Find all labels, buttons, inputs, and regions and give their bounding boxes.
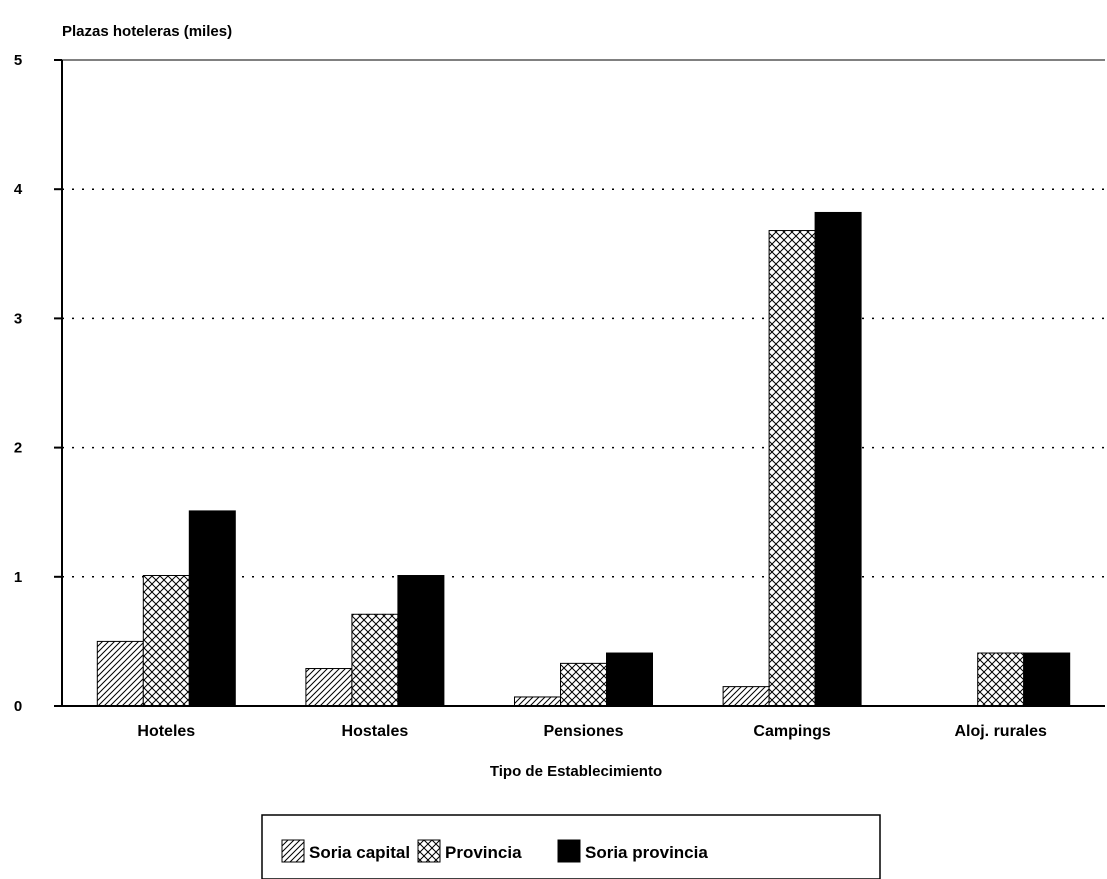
bar: [560, 662, 607, 707]
legend: Soria capital Provincia Soria provincia: [261, 814, 881, 879]
bar: [188, 510, 236, 707]
x-axis-label: Tipo de Establecimiento: [490, 763, 662, 780]
x-tick-label: Aloj. rurales: [954, 723, 1047, 740]
legend-swatch: [281, 839, 305, 863]
bar: [96, 640, 144, 707]
legend-swatch: [417, 839, 441, 863]
y-tick-label: 4: [14, 181, 23, 198]
x-tick-labels: Hoteles Hostales Pensiones Campings Aloj. ru…: [137, 723, 1047, 740]
legend-label: Soria capital: [309, 843, 410, 862]
gridlines: [54, 59, 1105, 707]
y-tick-label: 2: [14, 440, 22, 457]
y-tick-label: 3: [14, 310, 22, 327]
legend-label: Soria provincia: [585, 843, 708, 862]
bar: [514, 696, 561, 707]
y-tick-label: 0: [14, 698, 22, 715]
bar: [814, 211, 862, 707]
bars: [96, 211, 1071, 707]
y-axis-label: Plazas hoteleras (miles): [62, 23, 232, 40]
bar: [768, 230, 816, 707]
bar: [1023, 652, 1071, 707]
bar: [305, 668, 353, 707]
bar: [606, 652, 653, 707]
x-tick-label: Hoteles: [137, 723, 195, 740]
y-tick-labels: 0 1 2 3 4 5: [14, 52, 23, 715]
x-tick-label: Hostales: [342, 723, 409, 740]
bar: [351, 613, 399, 707]
y-tick-label: 1: [14, 569, 22, 586]
legend-swatch: [557, 839, 581, 863]
bar: [722, 686, 770, 707]
x-tick-label: Campings: [753, 723, 830, 740]
y-tick-label: 5: [14, 52, 22, 69]
bar: [397, 575, 445, 707]
bar: [142, 575, 190, 707]
x-tick-label: Pensiones: [543, 723, 623, 740]
legend-label: Provincia: [445, 843, 522, 862]
bar: [977, 652, 1025, 707]
